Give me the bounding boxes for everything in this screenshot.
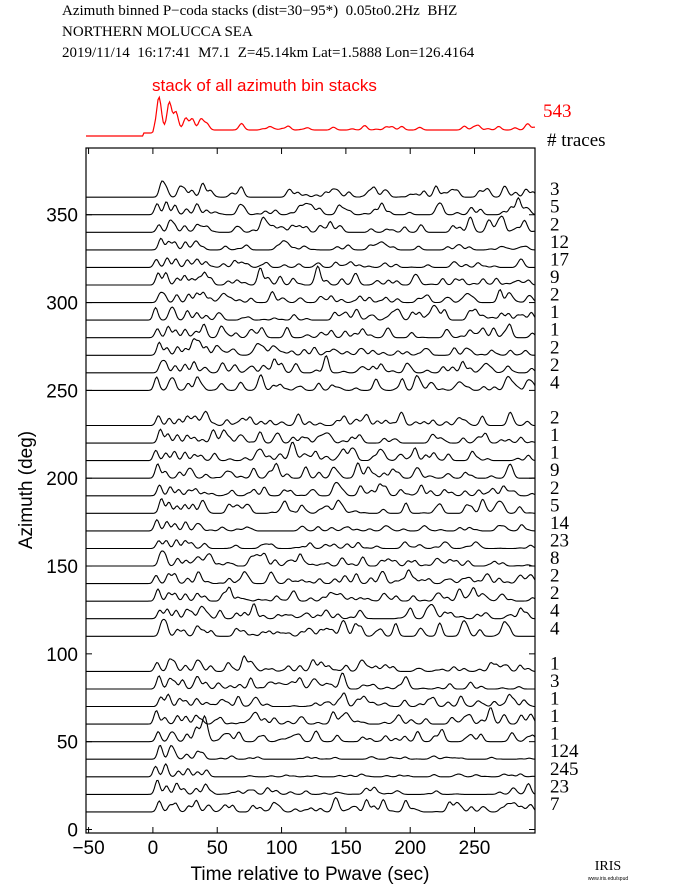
trace-count-label: 3 <box>550 671 560 692</box>
trace-count-label: 2 <box>550 337 560 358</box>
plot-frame <box>85 147 536 834</box>
trace-az-40 <box>86 744 536 760</box>
trace-count-label: 2 <box>550 214 560 235</box>
trace-az-340 <box>86 215 536 233</box>
trace-count-label: 1 <box>550 443 560 464</box>
trace-az-180 <box>86 498 536 514</box>
x-tick-label: 250 <box>459 838 491 859</box>
trace-count-label: 4 <box>550 601 560 622</box>
iris-logo-url: www.iris.edu/spud <box>588 876 629 882</box>
x-tick-label: 0 <box>148 838 159 859</box>
trace-count-label: 2 <box>550 583 560 604</box>
stack-trace <box>86 95 535 137</box>
trace-az-160 <box>86 539 536 550</box>
trace-count-label: 245 <box>550 759 579 780</box>
trace-count-label: 1 <box>550 302 560 323</box>
x-axis-label: Time relative to Pwave (sec) <box>191 864 430 885</box>
trace-az-210 <box>86 441 536 462</box>
trace-count-label: 3 <box>550 179 560 200</box>
trace-az-200 <box>86 462 536 479</box>
trace-az-300 <box>86 288 536 304</box>
trace-az-190 <box>86 481 536 497</box>
trace-az-310 <box>86 265 536 286</box>
trace-count-label: 1 <box>550 689 560 710</box>
trace-az-250 <box>86 374 536 391</box>
trace-az-30 <box>86 762 536 778</box>
trace-count-label: 2 <box>550 478 560 499</box>
traces-label: # traces <box>547 130 606 151</box>
trace-az-20 <box>86 779 536 795</box>
trace-count-label: 1 <box>550 724 560 745</box>
trace-count-label: 8 <box>550 548 560 569</box>
trace-az-280 <box>86 323 536 339</box>
trace-count-label: 7 <box>550 794 560 815</box>
trace-count-label: 4 <box>550 618 560 639</box>
trace-az-80 <box>86 672 535 690</box>
iris-logo: IRIS www.iris.edu/spud <box>588 859 629 882</box>
y-tick-label: 0 <box>67 820 78 841</box>
title-line-1: Azimuth binned P−coda stacks (dist=30−95… <box>62 3 458 19</box>
y-tick-label: 50 <box>57 733 78 754</box>
trace-count-label: 1 <box>550 706 560 727</box>
trace-count-label: 4 <box>550 372 560 393</box>
trace-az-170 <box>86 518 536 532</box>
iris-logo-text: IRIS <box>595 859 621 874</box>
trace-count-label: 9 <box>550 460 560 481</box>
trace-count-label: 1 <box>550 653 560 674</box>
trace-az-140 <box>86 569 536 585</box>
trace-count-label: 23 <box>550 530 569 551</box>
trace-az-50 <box>86 714 536 743</box>
x-tick-label: −50 <box>72 838 104 859</box>
trace-count-label: 5 <box>550 197 560 218</box>
y-tick-label: 200 <box>46 469 78 490</box>
trace-az-60 <box>86 707 536 725</box>
title-line-3: 2019/11/14 16:17:41 M7.1 Z=45.14km Lat=1… <box>62 45 475 61</box>
x-tick-label: 200 <box>394 838 426 859</box>
trace-count-label: 2 <box>550 285 560 306</box>
y-tick-label: 100 <box>46 645 78 666</box>
trace-az-260 <box>86 355 536 374</box>
trace-count-label: 5 <box>550 495 560 516</box>
x-tick-label: 100 <box>266 838 298 859</box>
trace-az-150 <box>86 550 535 567</box>
y-tick-label: 350 <box>46 206 78 227</box>
x-tick-label: 50 <box>207 838 228 859</box>
title-line-2: NORTHERN MOLUCCA SEA <box>62 24 253 40</box>
trace-count-label: 23 <box>550 776 569 797</box>
trace-count-label: 2 <box>550 566 560 587</box>
trace-az-330 <box>86 237 536 251</box>
trace-count-label: 9 <box>550 267 560 288</box>
trace-az-290 <box>86 304 536 321</box>
x-tick-label: 150 <box>330 838 362 859</box>
trace-az-360 <box>86 180 536 198</box>
trace-az-350 <box>86 196 536 216</box>
y-tick-label: 300 <box>46 294 78 315</box>
trace-az-110 <box>86 618 535 637</box>
trace-count-label: 12 <box>550 232 569 253</box>
trace-az-70 <box>86 692 536 708</box>
trace-az-270 <box>86 337 536 356</box>
y-tick-label: 250 <box>46 381 78 402</box>
stack-count: 543 <box>543 101 572 122</box>
trace-az-220 <box>86 428 536 444</box>
trace-count-label: 2 <box>550 355 560 376</box>
trace-count-label: 124 <box>550 741 579 762</box>
trace-count-label: 1 <box>550 320 560 341</box>
trace-az-120 <box>86 603 536 620</box>
trace-count-label: 2 <box>550 408 560 429</box>
trace-az-10 <box>86 796 536 813</box>
trace-az-320 <box>86 257 535 268</box>
y-tick-label: 150 <box>46 557 78 578</box>
trace-count-label: 17 <box>550 249 569 270</box>
stack-label: stack of all azimuth bin stacks <box>152 76 377 95</box>
trace-count-label: 14 <box>550 513 570 534</box>
trace-count-label: 1 <box>550 425 560 446</box>
trace-az-90 <box>86 654 536 672</box>
trace-az-230 <box>86 410 536 427</box>
trace-az-130 <box>86 586 536 602</box>
y-axis-label: Azimuth (deg) <box>16 431 37 549</box>
